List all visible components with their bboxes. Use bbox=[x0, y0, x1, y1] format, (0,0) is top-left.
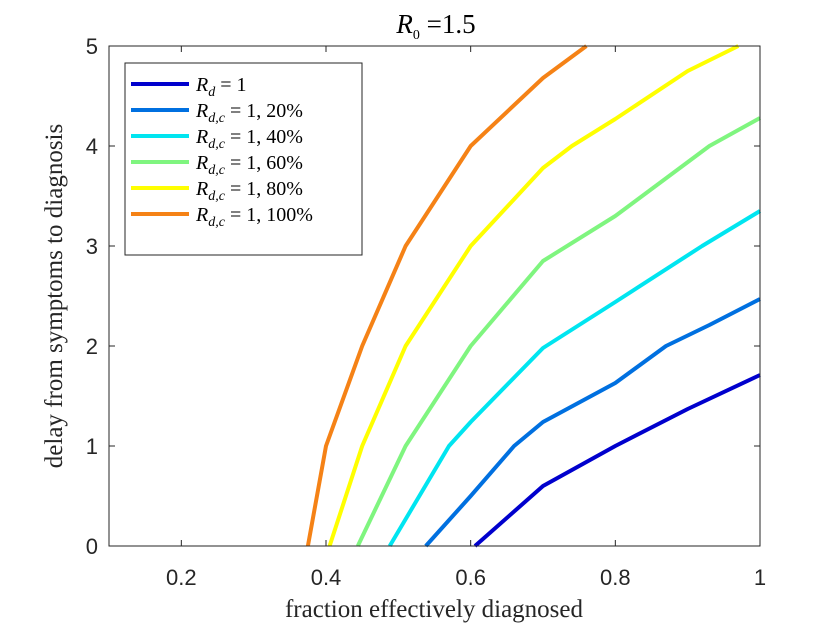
legend-entry: Rd,c = 1, 60% bbox=[195, 152, 303, 178]
x-axis-label: fraction effectively diagnosed bbox=[285, 596, 584, 623]
y-tick-label: 5 bbox=[86, 34, 98, 59]
y-tick-label: 1 bbox=[86, 434, 98, 459]
series-lines bbox=[305, 44, 762, 548]
x-tick-label: 0.6 bbox=[455, 565, 486, 590]
legend-entry: Rd,c = 1, 100% bbox=[195, 204, 313, 230]
series-line bbox=[473, 373, 761, 548]
legend: Rd = 1Rd,c = 1, 20%Rd,c = 1, 40%Rd,c = 1… bbox=[124, 62, 363, 256]
legend-entry: Rd = 1 bbox=[195, 74, 247, 100]
series-line bbox=[305, 44, 588, 547]
x-tick-label: 0.8 bbox=[600, 565, 631, 590]
x-tick-label: 0.4 bbox=[311, 565, 342, 590]
series-line bbox=[424, 297, 761, 548]
legend-entry: Rd,c = 1, 20% bbox=[195, 100, 303, 126]
ticks: 0.2 0.4 0.6 0.8 1 0 1 2 3 4 5 bbox=[86, 34, 766, 590]
legend-box bbox=[124, 62, 363, 256]
series-line bbox=[355, 116, 761, 547]
axes-box bbox=[108, 45, 761, 547]
legend-entry: Rd,c = 1, 40% bbox=[195, 126, 303, 152]
chart-title: R0 =1.5 bbox=[395, 9, 475, 43]
y-tick-label: 2 bbox=[86, 334, 98, 359]
y-axis-label: delay from symptoms to diagnosis bbox=[41, 124, 68, 468]
series-line bbox=[387, 209, 762, 548]
y-tick-label: 4 bbox=[86, 134, 98, 159]
x-tick-label: 0.2 bbox=[166, 565, 197, 590]
y-tick-label: 3 bbox=[86, 234, 98, 259]
chart-title-base: R bbox=[395, 9, 413, 39]
chart-title-rest: =1.5 bbox=[420, 9, 476, 39]
y-tick-label: 0 bbox=[86, 534, 98, 559]
chart-title-sub: 0 bbox=[413, 28, 420, 43]
x-tick-label: 1 bbox=[754, 565, 766, 590]
legend-entry: Rd,c = 1, 80% bbox=[195, 178, 303, 204]
series-line bbox=[327, 44, 740, 547]
